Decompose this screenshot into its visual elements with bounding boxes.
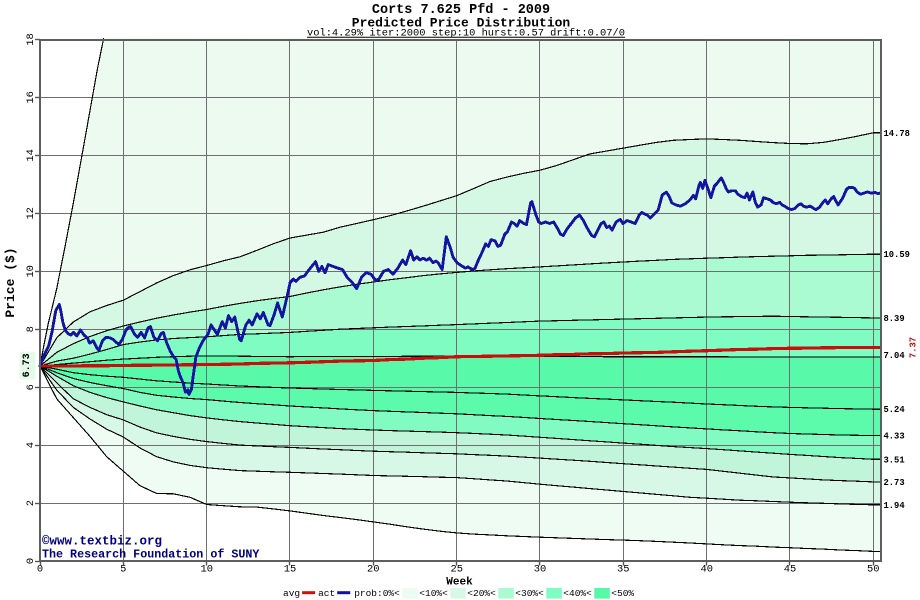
svg-text:avg: avg	[283, 588, 300, 599]
svg-text:3.51: 3.51	[884, 455, 905, 465]
svg-text:prob:0%<: prob:0%<	[354, 588, 400, 599]
svg-text:<30%<: <30%<	[515, 588, 544, 599]
svg-text:10.59: 10.59	[884, 250, 910, 260]
svg-text:40: 40	[700, 564, 712, 576]
svg-text:12: 12	[25, 207, 37, 219]
svg-text:14: 14	[25, 149, 37, 161]
svg-text:<40%<: <40%<	[563, 588, 592, 599]
svg-text:4.33: 4.33	[884, 432, 905, 442]
svg-text:2.73: 2.73	[884, 478, 905, 488]
svg-text:Week: Week	[446, 577, 473, 589]
svg-text:16: 16	[25, 91, 37, 103]
svg-text:14.78: 14.78	[884, 129, 910, 139]
svg-text:Price ($): Price ($)	[3, 247, 18, 317]
svg-text:20: 20	[367, 564, 379, 576]
svg-text:<10%<: <10%<	[419, 588, 448, 599]
svg-text:7.04: 7.04	[884, 351, 906, 361]
svg-text:0: 0	[37, 564, 43, 576]
svg-text:10: 10	[25, 265, 37, 277]
svg-text:vol:4.29% iter:2000 step:10 hu: vol:4.29% iter:2000 step:10 hurst:0.57 d…	[307, 28, 625, 40]
svg-text:25: 25	[450, 564, 462, 576]
svg-text:1.94: 1.94	[884, 501, 906, 511]
svg-text:30: 30	[534, 564, 546, 576]
svg-text:6.73: 6.73	[22, 353, 33, 377]
svg-text:<50%: <50%	[611, 588, 634, 599]
svg-text:8.39: 8.39	[884, 314, 905, 324]
svg-text:©www.textbiz.org: ©www.textbiz.org	[42, 535, 162, 549]
svg-text:4: 4	[25, 442, 37, 448]
svg-text:6: 6	[25, 384, 37, 390]
svg-text:act: act	[318, 588, 335, 599]
svg-text:0: 0	[25, 558, 37, 564]
svg-text:5: 5	[120, 564, 126, 576]
svg-text:2: 2	[25, 500, 37, 506]
svg-text:45: 45	[784, 564, 796, 576]
svg-text:<20%<: <20%<	[467, 588, 496, 599]
svg-text:8: 8	[25, 326, 37, 332]
svg-text:The Research Foundation of SUN: The Research Foundation of SUNY	[42, 548, 259, 562]
svg-text:7.37: 7.37	[909, 337, 919, 358]
svg-text:35: 35	[617, 564, 629, 576]
svg-text:Corts 7.625 Pfd - 2009: Corts 7.625 Pfd - 2009	[372, 3, 550, 18]
svg-text:5.24: 5.24	[884, 405, 906, 415]
svg-text:18: 18	[25, 33, 37, 45]
svg-text:50: 50	[867, 564, 879, 576]
svg-text:10: 10	[200, 564, 212, 576]
svg-text:Predicted Price Distribution: Predicted Price Distribution	[352, 16, 571, 31]
svg-text:15: 15	[284, 564, 296, 576]
